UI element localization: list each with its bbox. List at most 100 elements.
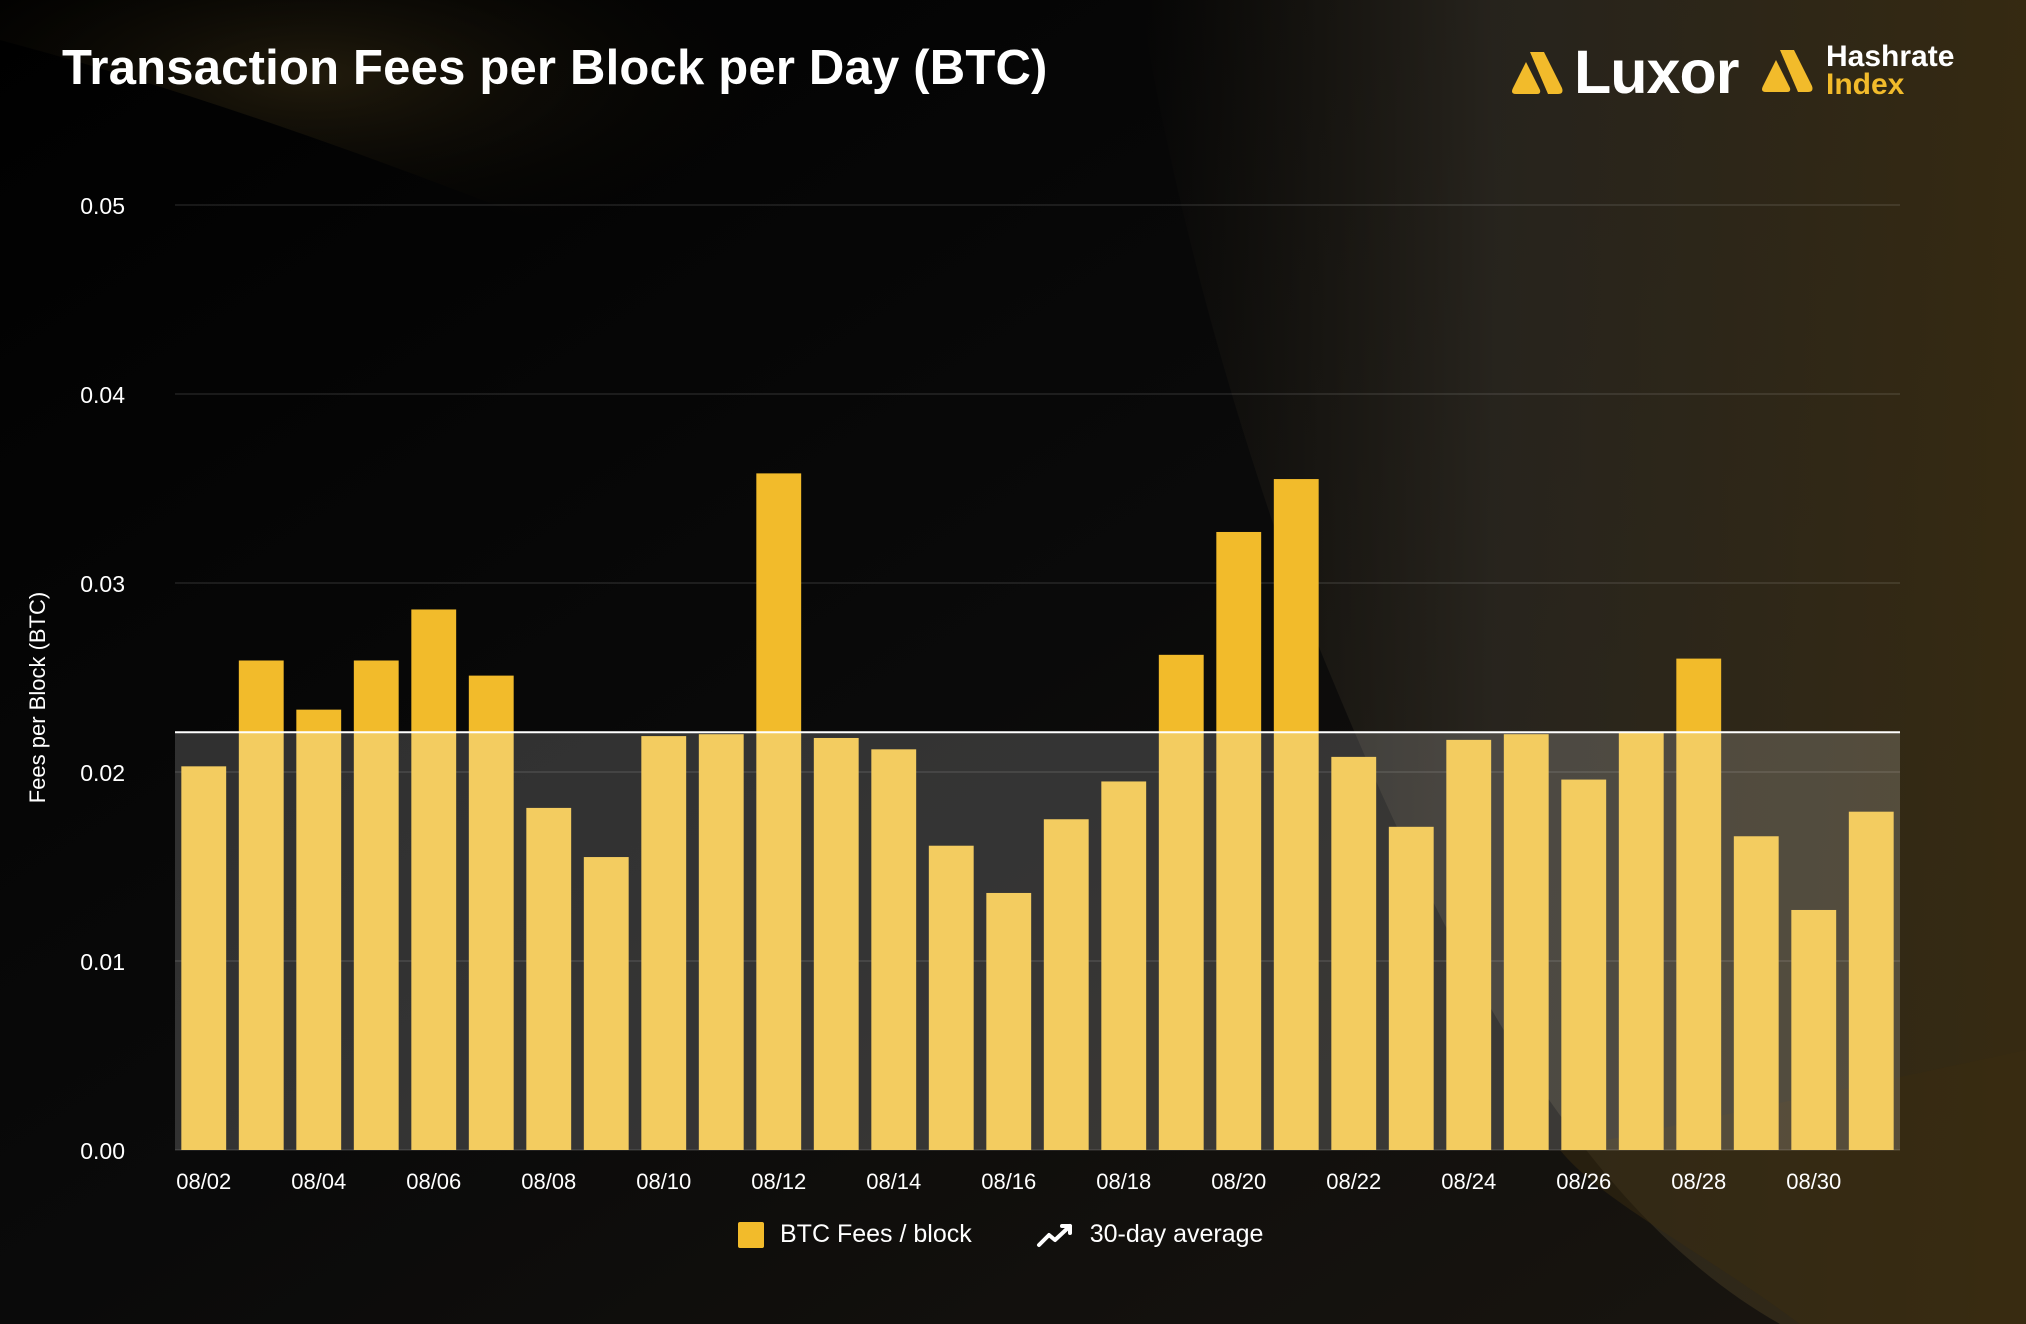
luxor-mark-icon bbox=[1512, 51, 1563, 94]
x-tick-label: 08/18 bbox=[1096, 1169, 1151, 1194]
y-tick-label: 0.01 bbox=[80, 949, 125, 975]
bar bbox=[1158, 654, 1204, 1150]
x-tick-label: 08/14 bbox=[866, 1169, 921, 1194]
bar-segment-above-average bbox=[1158, 654, 1204, 733]
average-band bbox=[175, 732, 1900, 1150]
hashrate-index-logo: Hashrate Index bbox=[1758, 42, 1954, 100]
bar bbox=[1446, 739, 1492, 1150]
bar-segment-below-average bbox=[1273, 732, 1319, 1150]
bar bbox=[756, 473, 802, 1150]
y-tick-label: 0.00 bbox=[80, 1138, 125, 1164]
bar-segment-below-average bbox=[1043, 819, 1089, 1150]
bar-segment-below-average bbox=[411, 732, 457, 1150]
y-tick-label: 0.04 bbox=[80, 382, 125, 408]
bar bbox=[641, 736, 687, 1150]
bar-segment-below-average bbox=[1388, 826, 1434, 1150]
bar-segment-above-average bbox=[756, 473, 802, 733]
x-tick-label: 08/30 bbox=[1786, 1169, 1841, 1194]
bar-segment-below-average bbox=[756, 732, 802, 1150]
bar bbox=[1618, 732, 1664, 1150]
legend-swatch-fees bbox=[738, 1221, 764, 1248]
luxor-wordmark: Luxor bbox=[1574, 38, 1739, 106]
bar-segment-below-average bbox=[986, 892, 1032, 1150]
bar-segment-below-average bbox=[1331, 756, 1377, 1150]
bar bbox=[526, 807, 572, 1150]
bar-segment-above-average bbox=[1273, 479, 1319, 733]
bar-segment-above-average bbox=[411, 609, 457, 733]
bar bbox=[296, 709, 342, 1150]
bar-segment-below-average bbox=[813, 737, 859, 1150]
hashrate-index-wordmark-line2: Index bbox=[1826, 68, 1905, 101]
bar-segment-below-average bbox=[296, 732, 342, 1150]
bar bbox=[411, 609, 457, 1150]
bar-segment-below-average bbox=[641, 736, 687, 1150]
bar-segment-below-average bbox=[1791, 909, 1837, 1150]
bar-segment-below-average bbox=[1618, 732, 1664, 1150]
legend-item-fees: BTC Fees / block bbox=[738, 1220, 972, 1249]
bar-segment-below-average bbox=[698, 734, 744, 1150]
x-tick-label: 08/02 bbox=[176, 1169, 231, 1194]
bar-segment-above-average bbox=[296, 709, 342, 733]
y-tick-label: 0.03 bbox=[80, 571, 125, 597]
bar bbox=[1676, 658, 1722, 1150]
bar-segment-below-average bbox=[181, 766, 227, 1150]
bar bbox=[583, 857, 629, 1150]
x-tick-label: 08/08 bbox=[521, 1169, 576, 1194]
x-tick-label: 08/28 bbox=[1671, 1169, 1726, 1194]
x-tick-label: 08/22 bbox=[1326, 1169, 1381, 1194]
bar-segment-below-average bbox=[1733, 836, 1779, 1150]
bar bbox=[986, 892, 1032, 1150]
x-tick-label: 08/04 bbox=[291, 1169, 346, 1194]
x-tick-label: 08/12 bbox=[751, 1169, 806, 1194]
luxor-logo: Luxor bbox=[1508, 38, 1739, 106]
bar-segment-below-average bbox=[1101, 781, 1147, 1150]
bar bbox=[1043, 819, 1089, 1150]
bar-segment-below-average bbox=[583, 857, 629, 1150]
legend-item-average: 30-day average bbox=[1036, 1220, 1264, 1249]
bar-segment-below-average bbox=[1676, 732, 1722, 1150]
bar bbox=[353, 660, 399, 1150]
bar bbox=[1388, 826, 1434, 1150]
hashrate-index-wordmark-line1: Hashrate bbox=[1826, 40, 1955, 73]
legend-label-fees: BTC Fees / block bbox=[780, 1220, 972, 1248]
bar bbox=[181, 766, 227, 1150]
bar bbox=[238, 660, 284, 1150]
trend-line-icon bbox=[1036, 1223, 1072, 1247]
bar-segment-above-average bbox=[1676, 658, 1722, 733]
bar bbox=[1216, 531, 1262, 1150]
bar bbox=[1101, 781, 1147, 1150]
bar-segment-above-average bbox=[1216, 531, 1262, 733]
bar-segment-below-average bbox=[871, 749, 917, 1150]
bar-segment-below-average bbox=[928, 845, 974, 1150]
x-tick-label: 08/20 bbox=[1211, 1169, 1266, 1194]
bar-segment-below-average bbox=[1446, 739, 1492, 1150]
x-tick-label: 08/10 bbox=[636, 1169, 691, 1194]
bar-segment-below-average bbox=[1503, 734, 1549, 1150]
x-tick-label: 08/24 bbox=[1441, 1169, 1496, 1194]
legend-label-average: 30-day average bbox=[1089, 1220, 1264, 1248]
bar-segment-below-average bbox=[468, 732, 514, 1150]
chart-title: Transaction Fees per Block per Day (BTC) bbox=[62, 41, 1048, 95]
bar bbox=[1733, 836, 1779, 1150]
hashrate-index-mark-icon bbox=[1762, 50, 1813, 92]
x-tick-label: 08/06 bbox=[406, 1169, 461, 1194]
bar bbox=[928, 845, 974, 1150]
bar-segment-above-average bbox=[468, 675, 514, 733]
bar-segment-above-average bbox=[353, 660, 399, 733]
bar bbox=[1273, 479, 1319, 1150]
bar bbox=[1848, 811, 1894, 1150]
y-tick-label: 0.02 bbox=[80, 760, 125, 786]
x-tick-label: 08/16 bbox=[981, 1169, 1036, 1194]
bar-segment-below-average bbox=[1561, 779, 1607, 1150]
bar bbox=[1331, 756, 1377, 1150]
bar bbox=[1791, 909, 1837, 1150]
bar-segment-below-average bbox=[1216, 732, 1262, 1150]
bar bbox=[1503, 734, 1549, 1150]
bar-segment-below-average bbox=[1158, 732, 1204, 1150]
bar-segment-below-average bbox=[1848, 811, 1894, 1150]
bar bbox=[698, 734, 744, 1150]
bar bbox=[468, 675, 514, 1150]
bar bbox=[871, 749, 917, 1150]
